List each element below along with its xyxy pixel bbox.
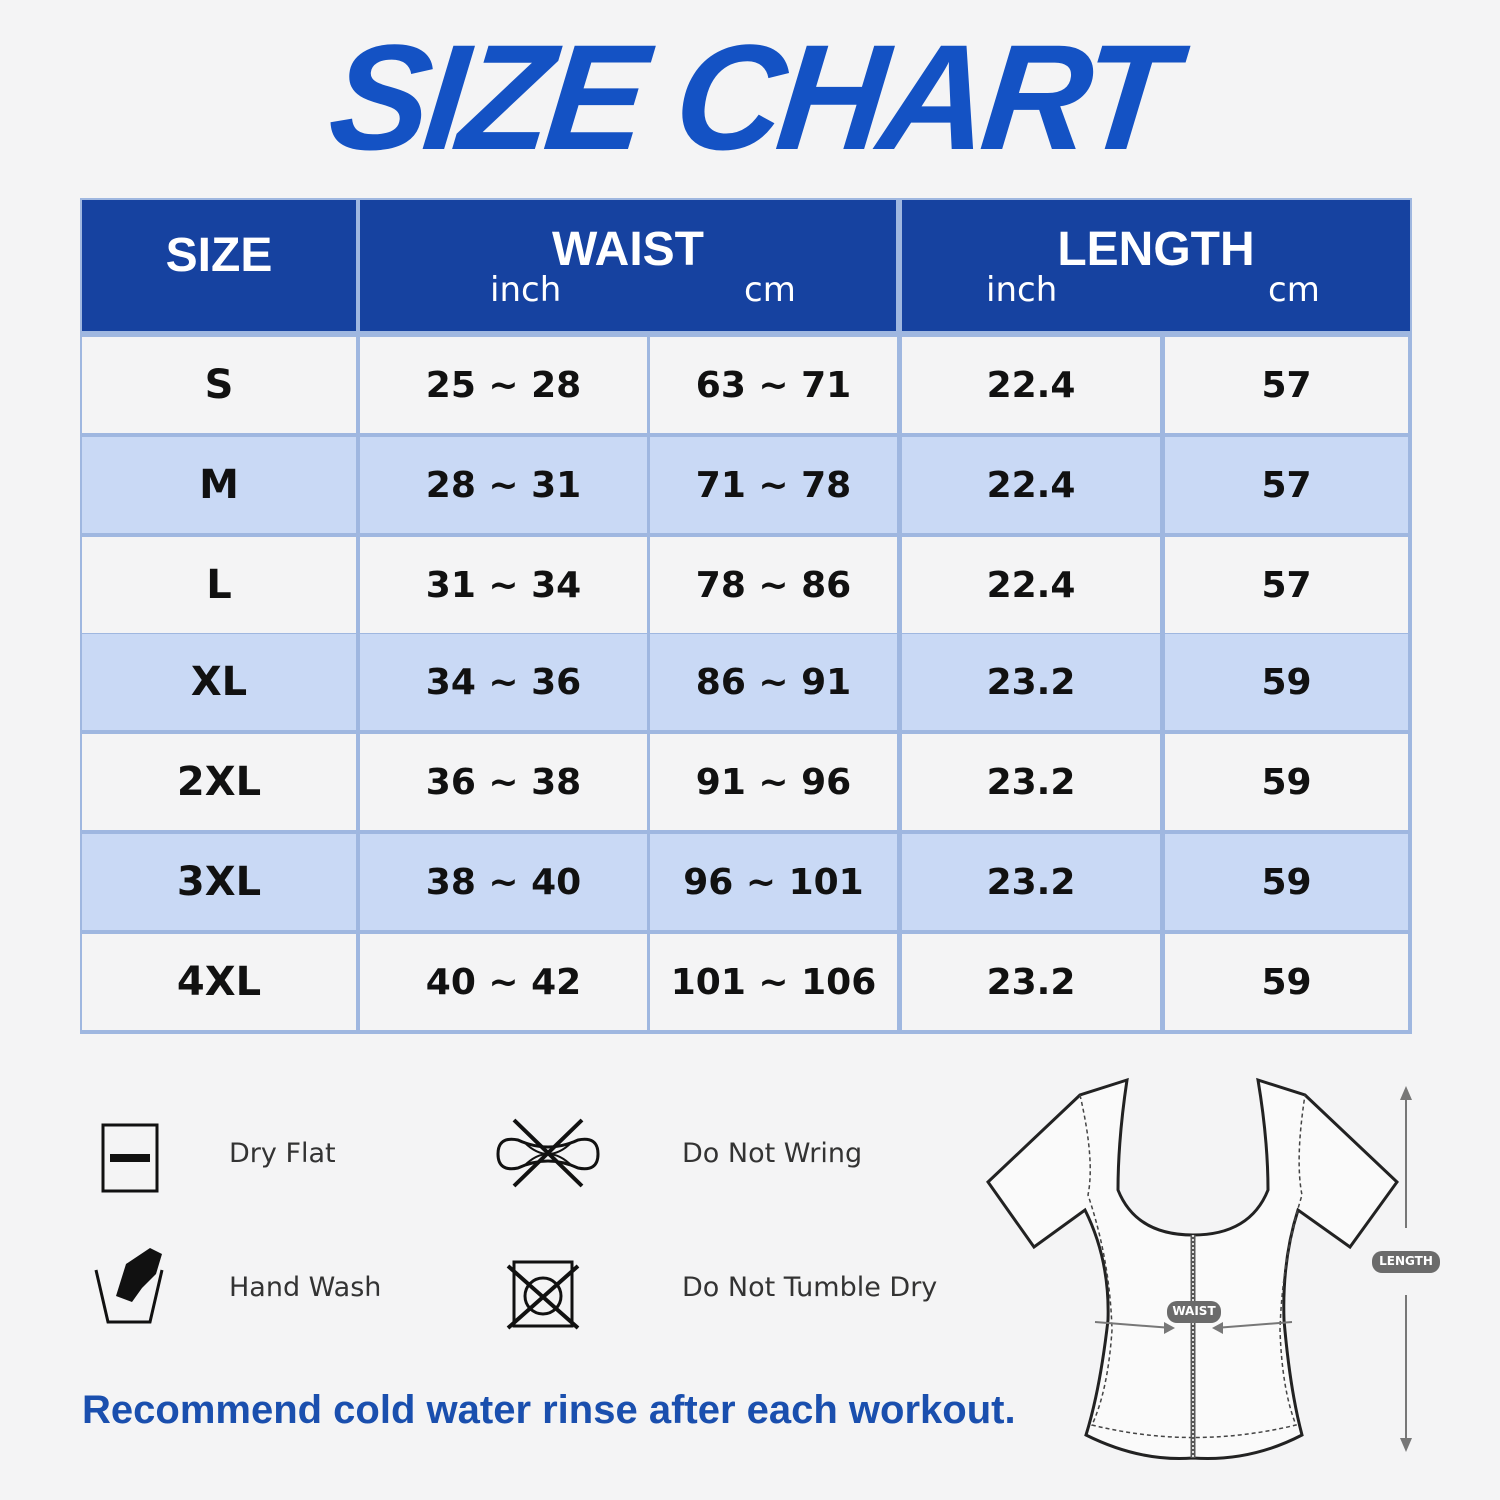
- table-cell: 101 ~ 106: [650, 934, 897, 1030]
- waist-label: WAIST: [1172, 1304, 1216, 1318]
- header-length-cm: cm: [1268, 270, 1320, 310]
- table-cell: 22.4: [902, 337, 1160, 433]
- table-cell: 22.4: [902, 537, 1160, 633]
- table-cell: 71 ~ 78: [650, 437, 897, 533]
- header-length-label: LENGTH: [1057, 223, 1255, 276]
- table-cell: 28 ~ 31: [360, 437, 647, 533]
- table-cell: 23.2: [902, 634, 1160, 730]
- table-cell: 25 ~ 28: [360, 337, 647, 433]
- table-cell: 36 ~ 38: [360, 734, 647, 830]
- header-waist-cm: cm: [744, 270, 796, 310]
- care-note: Recommend cold water rinse after each wo…: [82, 1388, 1016, 1432]
- size-cell: 3XL: [82, 834, 356, 930]
- do-not-tumble-dry-icon: [506, 1260, 580, 1330]
- table-cell: 91 ~ 96: [650, 734, 897, 830]
- header-waist: WAIST inch cm: [360, 200, 896, 331]
- table-cell: 59: [1165, 734, 1408, 830]
- length-label: LENGTH: [1379, 1254, 1433, 1268]
- table-cell: 78 ~ 86: [650, 537, 897, 633]
- care-label: Do Not Wring: [682, 1138, 863, 1169]
- size-cell: XL: [82, 634, 356, 730]
- size-cell: 2XL: [82, 734, 356, 830]
- header-waist-inch: inch: [490, 270, 562, 310]
- table-cell: 31 ~ 34: [360, 537, 647, 633]
- header-length-inch: inch: [986, 270, 1058, 310]
- table-cell: 23.2: [902, 834, 1160, 930]
- header-length: LENGTH inch cm: [902, 200, 1410, 331]
- care-label: Do Not Tumble Dry: [682, 1272, 938, 1303]
- table-cell: 59: [1165, 934, 1408, 1030]
- dry-flat-icon: [101, 1123, 159, 1193]
- table-cell: 38 ~ 40: [360, 834, 647, 930]
- size-cell: 4XL: [82, 934, 356, 1030]
- table-cell: 86 ~ 91: [650, 634, 897, 730]
- hand-wash-icon: [94, 1248, 164, 1324]
- care-label: Dry Flat: [229, 1138, 336, 1169]
- table-cell: 57: [1165, 537, 1408, 633]
- size-table: SIZE WAIST inch cm LENGTH inch cm S 25 ~ …: [80, 198, 1412, 1034]
- care-label: Hand Wash: [229, 1272, 382, 1303]
- size-cell: S: [82, 337, 356, 433]
- table-cell: 59: [1165, 634, 1408, 730]
- size-cell: L: [82, 537, 356, 633]
- table-cell: 59: [1165, 834, 1408, 930]
- size-cell: M: [82, 437, 356, 533]
- header-size-label: SIZE: [165, 229, 273, 282]
- table-cell: 40 ~ 42: [360, 934, 647, 1030]
- table-cell: 22.4: [902, 437, 1160, 533]
- table-cell: 23.2: [902, 934, 1160, 1030]
- table-cell: 34 ~ 36: [360, 634, 647, 730]
- table-cell: 57: [1165, 437, 1408, 533]
- header-size: SIZE: [82, 200, 356, 331]
- table-cell: 57: [1165, 337, 1408, 433]
- do-not-wring-icon: [496, 1118, 600, 1188]
- table-cell: 63 ~ 71: [650, 337, 897, 433]
- table-cell: 23.2: [902, 734, 1160, 830]
- header-waist-label: WAIST: [552, 223, 704, 276]
- table-cell: 96 ~ 101: [650, 834, 897, 930]
